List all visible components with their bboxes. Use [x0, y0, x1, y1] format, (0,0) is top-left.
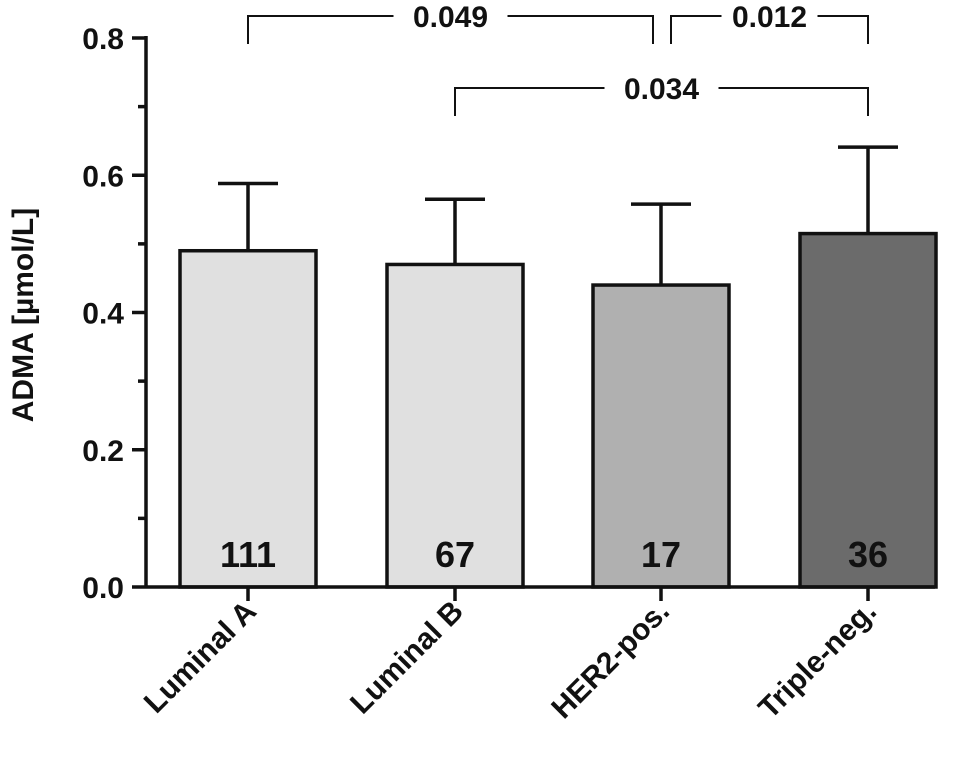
- y-tick-label: 0.8: [82, 23, 124, 56]
- y-axis-label: ADMA [µmol/L]: [7, 208, 40, 422]
- p-value-label: 0.049: [413, 1, 488, 34]
- sample-size-label: 67: [435, 534, 475, 575]
- x-tick-label: Luminal B: [344, 595, 470, 721]
- y-tick-label: 0.2: [82, 435, 124, 468]
- sample-size-label: 17: [641, 534, 681, 575]
- bar: [178, 248, 318, 589]
- p-value-label: 0.034: [624, 73, 699, 106]
- sample-size-label: 36: [848, 534, 888, 575]
- y-tick-label: 0.6: [82, 160, 124, 193]
- x-tick-label: HER2-pos.: [545, 595, 676, 726]
- p-value-label: 0.012: [732, 1, 807, 34]
- y-tick-label: 0.0: [82, 572, 124, 605]
- significance-bracket: [454, 87, 869, 116]
- x-tick-label: Luminal A: [138, 595, 263, 720]
- sample-size-label: 111: [220, 534, 276, 575]
- y-tick-label: 0.4: [82, 298, 124, 331]
- significance-bracket: [670, 15, 869, 44]
- x-tick-label: Triple-neg.: [752, 595, 883, 726]
- significance-bracket: [247, 15, 654, 44]
